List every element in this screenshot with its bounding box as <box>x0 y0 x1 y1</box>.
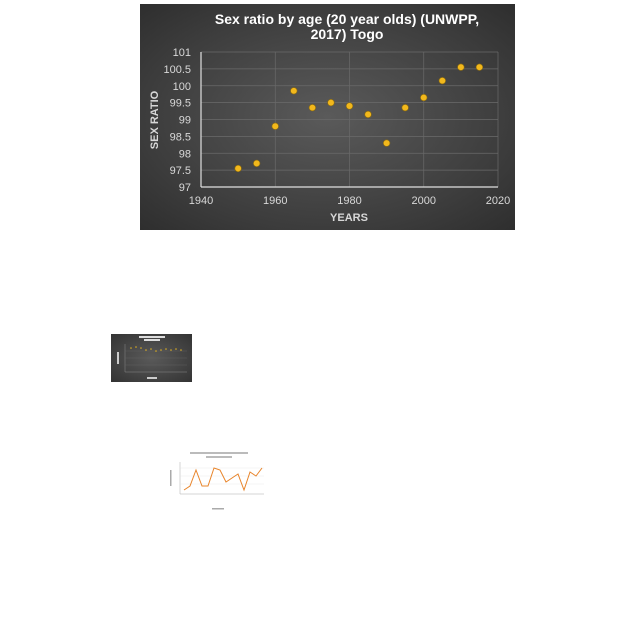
line-chart-thumbnail-graphic <box>170 452 264 510</box>
data-point <box>420 93 428 102</box>
data-point <box>383 139 391 147</box>
chart-title-line2: 2017) Togo <box>311 26 384 42</box>
x-axis-label: YEARS <box>330 212 368 224</box>
data-point <box>290 87 298 95</box>
y-axis-label: SEX RATIO <box>149 90 161 149</box>
y-tick-label: 100 <box>173 81 191 93</box>
data-point <box>253 159 261 167</box>
y-tick-label: 98 <box>179 148 191 160</box>
x-tick-label: 1980 <box>337 195 361 207</box>
y-tick-label: 98.5 <box>170 131 191 143</box>
dark-chart-thumbnail[interactable] <box>111 334 192 382</box>
data-point <box>308 104 316 112</box>
data-point <box>438 77 446 85</box>
x-tick-label: 2020 <box>486 195 510 207</box>
y-tick-label: 99 <box>179 115 191 127</box>
x-tick-label: 2000 <box>412 195 436 207</box>
x-tick-label: 1940 <box>189 195 213 207</box>
y-tick-label: 101 <box>173 47 191 59</box>
chart-title-line1: Sex ratio by age (20 year olds) (UNWPP, <box>215 11 479 27</box>
scatter-chart: Sex ratio by age (20 year olds) (UNWPP, … <box>149 11 510 224</box>
dark-chart-thumbnail-graphic <box>117 336 187 379</box>
y-tick-label: 100.5 <box>163 64 191 76</box>
main-chart-panel: Sex ratio by age (20 year olds) (UNWPP, … <box>140 4 515 230</box>
x-tick-label: 1960 <box>263 195 287 207</box>
data-point <box>234 164 242 173</box>
y-tick-label: 97 <box>179 182 191 194</box>
data-point <box>364 110 372 119</box>
data-point <box>457 63 465 71</box>
data-point <box>345 102 354 110</box>
y-tick-label: 99.5 <box>170 98 191 110</box>
data-point <box>401 104 409 112</box>
data-point <box>327 99 335 107</box>
data-point <box>271 122 279 130</box>
data-point <box>475 63 484 71</box>
y-tick-label: 97.5 <box>170 165 191 177</box>
line-chart-thumbnail[interactable] <box>168 450 268 514</box>
